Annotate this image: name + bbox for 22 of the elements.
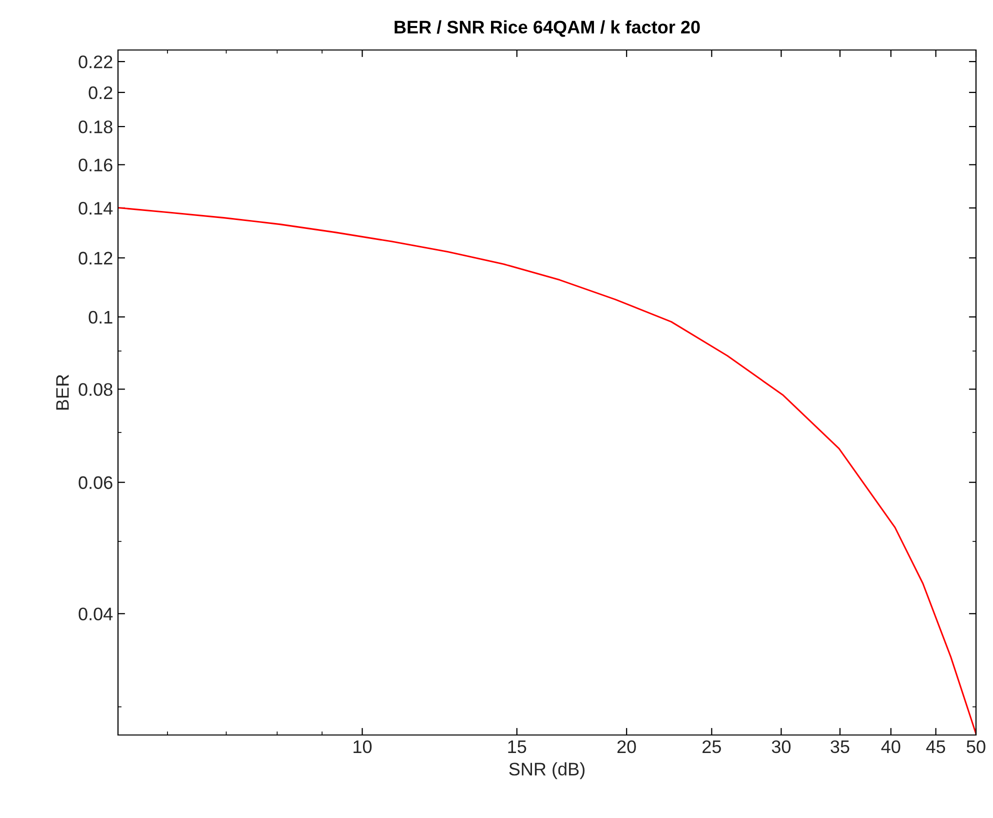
x-tick-label: 10 bbox=[354, 740, 372, 754]
y-tick-label: 0.16 bbox=[78, 158, 112, 172]
x-tick-label: 35 bbox=[830, 740, 850, 754]
x-axis-title: SNR (dB) bbox=[509, 762, 585, 780]
y-tick-label: 0.1 bbox=[88, 310, 112, 324]
y-tick-label: 0.14 bbox=[78, 202, 113, 215]
y-tick-label: 0.22 bbox=[78, 56, 112, 68]
y-tick-label: 0.04 bbox=[78, 608, 113, 620]
y-tick-label: 0.08 bbox=[78, 383, 112, 396]
y-tick-label: 0.12 bbox=[78, 252, 112, 265]
x-tick-label: 15 bbox=[508, 740, 526, 754]
y-axis-title: BER bbox=[56, 374, 69, 410]
y-tick-label: 0.06 bbox=[78, 476, 112, 490]
chart-title: BER / SNR Rice 64QAM / k factor 20 bbox=[394, 20, 700, 37]
x-tick-label: 45 bbox=[926, 740, 946, 754]
x-tick-label: 20 bbox=[617, 740, 636, 754]
y-tick-label: 0.18 bbox=[78, 120, 112, 134]
x-tick-label: 30 bbox=[772, 740, 791, 754]
x-tick-label: 40 bbox=[881, 740, 900, 754]
x-tick-label: 50 bbox=[966, 740, 986, 754]
x-tick-label: 25 bbox=[702, 740, 721, 754]
y-tick-label: 0.2 bbox=[88, 86, 112, 100]
